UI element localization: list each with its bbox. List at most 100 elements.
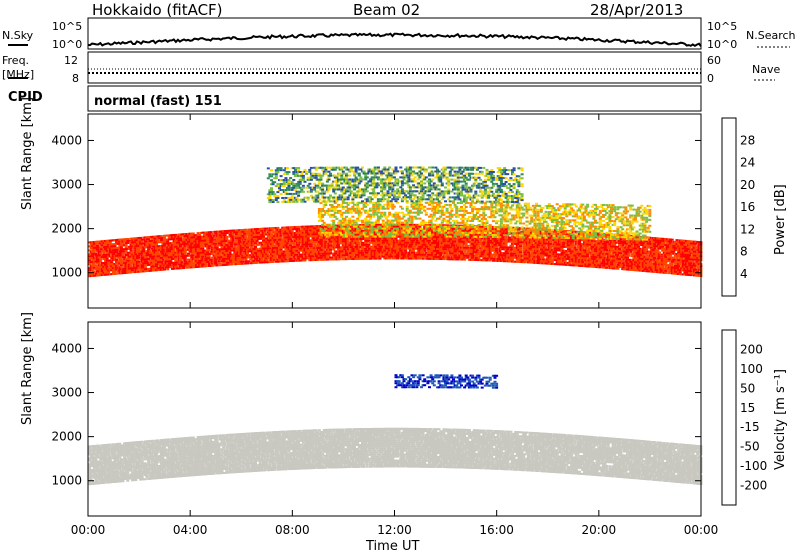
data-cell — [250, 236, 254, 239]
data-cell — [560, 255, 564, 258]
data-cell — [254, 230, 257, 233]
data-cell — [519, 239, 522, 242]
data-cell — [255, 243, 259, 246]
data-cell — [215, 244, 219, 247]
data-cell — [274, 256, 278, 259]
data-cell — [389, 249, 393, 252]
data-cell — [367, 247, 371, 250]
data-cell — [474, 251, 478, 253]
data-cell — [362, 243, 366, 246]
data-cell — [525, 259, 529, 262]
data-cell — [263, 259, 267, 262]
data-cell — [222, 254, 226, 256]
data-cell — [444, 238, 447, 241]
data-cell — [244, 252, 248, 255]
data-cell — [164, 248, 168, 251]
data-cell — [329, 228, 332, 231]
data-cell — [472, 243, 476, 245]
data-cell — [180, 243, 184, 246]
data-cell — [198, 253, 202, 256]
data-cell — [161, 242, 165, 245]
data-cell — [407, 243, 411, 246]
data-cell — [167, 258, 171, 261]
data-cell — [119, 248, 123, 251]
data-cell — [327, 254, 331, 257]
data-cell — [418, 239, 422, 242]
data-cell — [123, 270, 127, 272]
data-cell — [276, 258, 280, 261]
data-cell — [501, 242, 505, 245]
data-cell — [550, 251, 554, 253]
data-cell — [100, 242, 104, 245]
data-cell — [309, 249, 313, 252]
data-cell — [354, 228, 358, 231]
data-cell — [100, 274, 104, 276]
data-cell — [260, 241, 264, 244]
data-cell — [432, 236, 436, 238]
data-cell — [448, 230, 452, 233]
data-cell — [322, 225, 326, 227]
data-cell — [538, 230, 542, 233]
data-cell — [158, 245, 162, 248]
data-cell — [541, 250, 545, 253]
data-cell — [91, 255, 95, 257]
data-cell — [212, 234, 216, 237]
data-cell — [102, 271, 106, 274]
data-cell — [424, 239, 428, 242]
data-cell — [558, 255, 562, 258]
data-cell — [305, 249, 309, 252]
data-cell — [201, 259, 205, 262]
data-cell — [495, 230, 499, 232]
data-cell — [356, 244, 360, 246]
data-cell — [202, 251, 206, 254]
data-cell — [539, 256, 543, 259]
data-cell — [263, 243, 267, 246]
data-cell — [471, 237, 475, 239]
data-cell — [313, 257, 317, 259]
data-cell — [255, 236, 259, 238]
data-cell — [158, 263, 162, 265]
data-cell — [254, 228, 257, 231]
data-cell — [287, 256, 291, 259]
data-cell — [467, 234, 471, 237]
data-cell — [467, 254, 471, 257]
data-cell — [266, 243, 270, 246]
data-cell — [589, 261, 593, 264]
data-cell — [317, 250, 321, 253]
data-cell — [445, 258, 449, 261]
data-cell — [132, 237, 136, 240]
data-cell — [475, 235, 479, 238]
data-cell — [231, 233, 235, 236]
data-cell — [285, 256, 289, 259]
data-cell — [305, 255, 309, 258]
data-cell — [452, 248, 455, 251]
data-cell — [91, 261, 95, 263]
data-cell — [281, 228, 285, 231]
data-cell — [155, 263, 158, 266]
data-cell — [180, 241, 184, 244]
data-cell — [416, 247, 420, 250]
data-cell — [573, 256, 577, 259]
data-cell — [437, 238, 441, 241]
data-cell — [362, 247, 366, 250]
data-cell — [108, 259, 112, 262]
data-cell — [187, 234, 190, 237]
data-cell — [222, 256, 226, 258]
data-cell — [210, 264, 214, 267]
data-cell — [188, 260, 192, 263]
data-cell — [488, 249, 492, 252]
data-cell — [172, 241, 176, 244]
data-cell — [190, 266, 194, 269]
data-cell — [142, 250, 146, 253]
data-cell — [498, 230, 502, 233]
data-cell — [207, 245, 211, 248]
data-cell — [142, 256, 146, 259]
data-cell — [218, 240, 222, 243]
data-cell — [463, 250, 467, 253]
data-cell — [543, 250, 546, 253]
data-cell — [199, 235, 203, 238]
data-cell — [300, 235, 304, 238]
data-cell — [143, 236, 147, 239]
data-cell — [266, 231, 270, 234]
data-cell — [278, 240, 281, 243]
